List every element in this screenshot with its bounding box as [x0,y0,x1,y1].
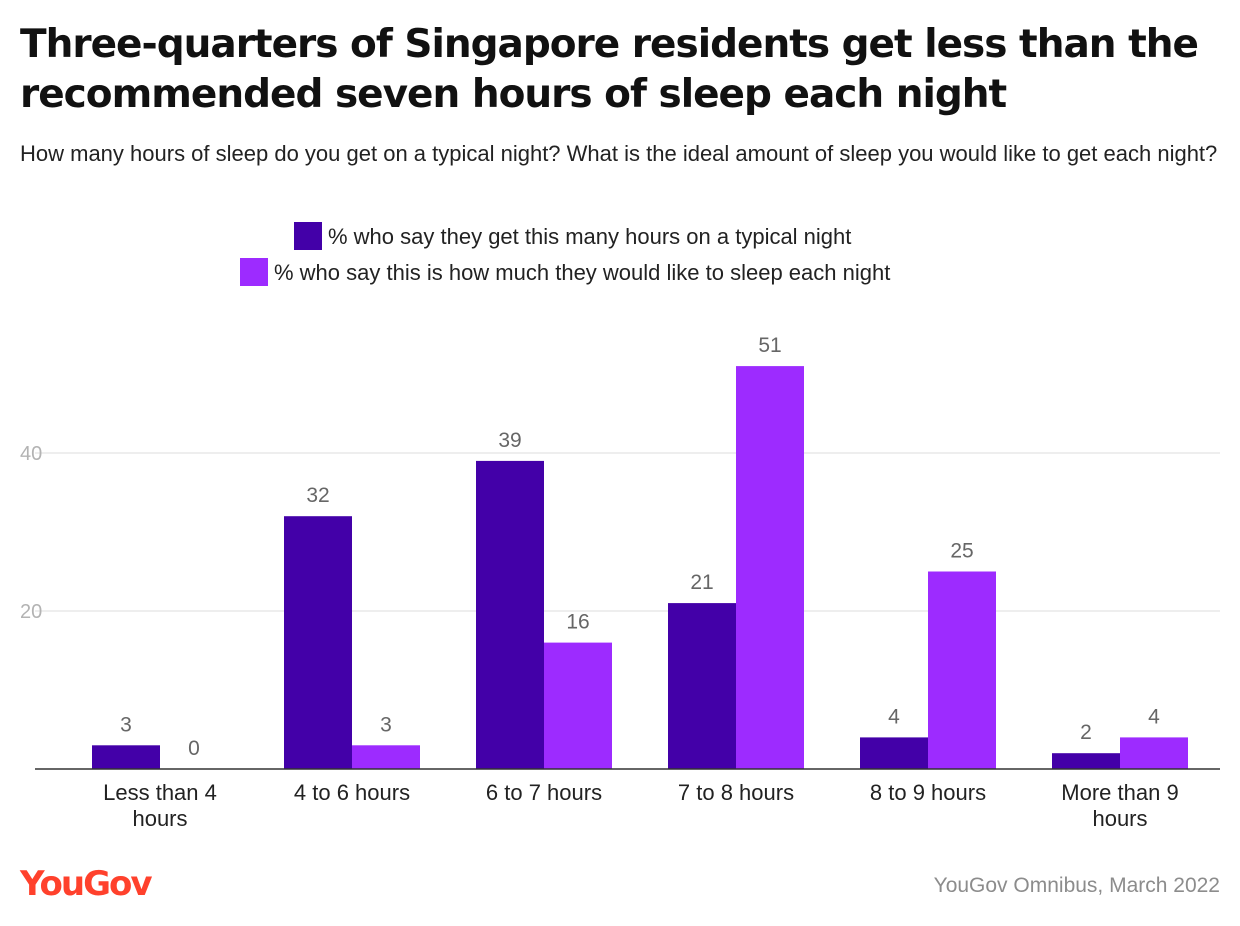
legend-item-typical: % who say they get this many hours on a … [294,222,851,252]
x-category-label-line: 7 to 8 hours [678,780,794,805]
legend-swatch-ideal [240,258,268,286]
data-label-series1-cat3: 39 [498,429,521,452]
bar-series1-cat5 [860,737,928,769]
x-category-label: 6 to 7 hours [486,780,602,805]
data-label-series1-cat1: 3 [120,713,132,736]
data-label-series1-cat2: 32 [306,484,329,507]
data-label-series2-cat3: 16 [566,611,589,634]
legend-swatch-typical [294,222,322,250]
yougov-logo: YouGov [20,864,152,904]
data-label-series2-cat5: 25 [950,540,973,563]
bar-series1-cat6 [1052,753,1120,769]
data-label-series1-cat6: 2 [1080,721,1092,744]
y-tick-label: 40 [20,443,42,465]
bar-series1-cat4 [668,603,736,769]
x-category-label: Less than 4 hours [103,780,217,831]
data-label-series2-cat1: 0 [188,737,200,760]
bar-series1-cat2 [284,516,352,769]
x-category-label-line: 6 to 7 hours [486,780,602,805]
data-label-series2-cat6: 4 [1148,705,1160,728]
bar-series2-cat3 [544,642,612,769]
bar-series1-cat3 [476,460,544,769]
bar-series2-cat4 [736,366,804,769]
data-label-series2-cat4: 51 [758,334,781,357]
x-category-label-line: 4 to 6 hours [294,780,410,805]
x-category-label-line: hours [132,806,187,831]
x-category-label-line: hours [1092,806,1147,831]
data-label-series1-cat5: 4 [888,705,900,728]
data-label-series1-cat4: 21 [690,571,713,594]
chart-subtitle: How many hours of sleep do you get on a … [20,141,1218,166]
bar-series2-cat5 [928,571,996,769]
bar-series1-cat1 [92,745,160,769]
x-category-label-line: 8 to 9 hours [870,780,986,805]
x-category-label: 8 to 9 hours [870,780,986,805]
y-tick-label: 20 [20,601,42,623]
x-category-label-line: Less than 4 [103,780,217,805]
x-category-label: 7 to 8 hours [678,780,794,805]
legend-label-ideal: % who say this is how much they would li… [274,260,891,285]
bar-series2-cat6 [1120,737,1188,769]
x-category-label: More than 9 hours [1061,780,1178,831]
data-label-series2-cat2: 3 [380,713,392,736]
chart-title: Three-quarters of Singapore residents ge… [20,22,1199,117]
source-note: YouGov Omnibus, March 2022 [933,874,1220,897]
bar-series2-cat2 [352,745,420,769]
legend-item-ideal: % who say this is how much they would li… [240,258,890,288]
x-category-label-line: More than 9 [1061,780,1178,805]
legend-label-typical: % who say they get this many hours on a … [328,224,852,249]
x-category-label: 4 to 6 hours [294,780,410,805]
